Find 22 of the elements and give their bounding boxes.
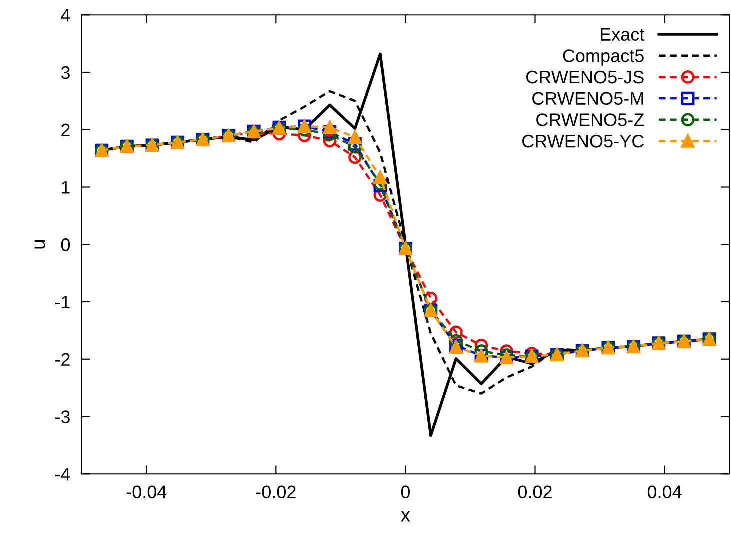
legend-label: Compact5 xyxy=(563,50,644,66)
x-tick-label: -0.02 xyxy=(256,486,296,498)
x-tick-label: 0.02 xyxy=(518,486,552,498)
legend-label: Exact xyxy=(601,28,645,42)
x-tick-label: 0 xyxy=(401,486,410,498)
legend-label: CRWENO5-Z xyxy=(536,114,644,126)
y-tick-label: -4 xyxy=(56,468,70,481)
legend-label: CRWENO5-M xyxy=(532,92,644,106)
y-tick-label: 1 xyxy=(62,181,70,194)
x-tick-label: -0.04 xyxy=(126,486,167,498)
y-tick-label: 3 xyxy=(61,66,70,80)
legend-label: CRWENO5-YC xyxy=(522,134,644,148)
y-tick-label: -1 xyxy=(56,296,70,309)
legend-label: CRWENO5-JS xyxy=(526,70,644,84)
y-tick-label: 0 xyxy=(61,238,70,252)
y-tick-label: 4 xyxy=(61,9,70,22)
y-tick-label: -3 xyxy=(56,410,70,424)
y-tick-label: -2 xyxy=(56,353,70,366)
y-axis-title: u xyxy=(34,240,46,249)
y-tick-label: 2 xyxy=(62,124,70,136)
x-axis-title: x xyxy=(401,511,410,522)
x-tick-label: 0.04 xyxy=(648,486,682,498)
